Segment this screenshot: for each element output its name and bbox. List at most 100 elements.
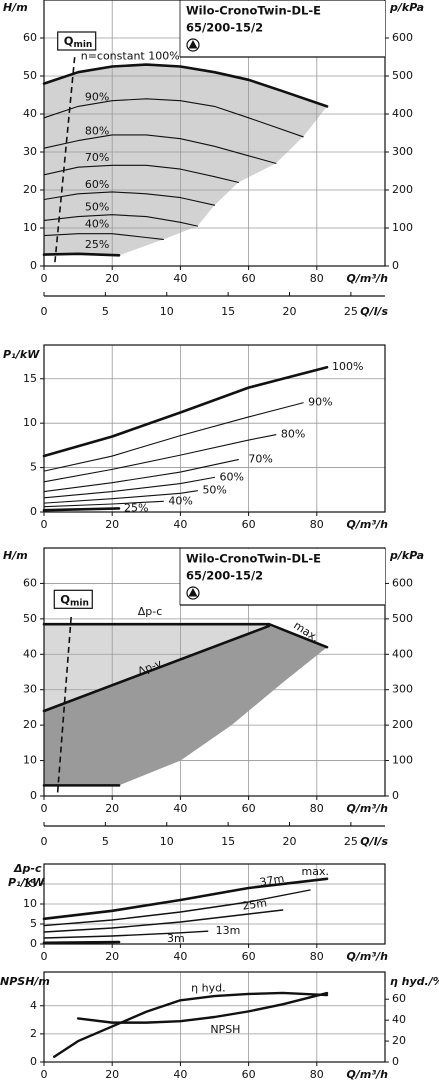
x-tick-label: 80 (310, 802, 324, 815)
y-tick-label: 0 (30, 789, 37, 802)
y2-tick-label: 600 (392, 31, 413, 44)
y-axis-label: H/m (3, 549, 28, 562)
curve (42, 877, 329, 921)
x-tick-label: 80 (310, 272, 324, 285)
curve-label: 25% (124, 501, 148, 514)
x-tick-label: 60 (242, 802, 256, 815)
y-tick-label: 50 (23, 69, 37, 82)
x2-tick-label: 5 (102, 305, 109, 318)
y-tick-label: 60 (23, 31, 37, 44)
curve (43, 233, 164, 240)
x-tick-label: 40 (173, 802, 187, 815)
curve-label: 80% (281, 428, 305, 441)
x2-axis-label: Q/l/s (360, 835, 388, 848)
y-tick-label: 15 (23, 372, 37, 385)
y2-tick-label: 200 (392, 718, 413, 731)
x-tick-label: 0 (41, 802, 48, 815)
plot-frame (43, 547, 386, 797)
y2-axis-label: η hyd./% (390, 975, 439, 988)
x-tick-label: 60 (242, 272, 256, 285)
x2-tick-label: 15 (221, 305, 235, 318)
x-tick-label: 80 (310, 1068, 324, 1080)
qmin-q: Q (60, 592, 70, 606)
y2-tick-label: 500 (392, 69, 413, 82)
x2-tick-label: 25 (344, 305, 358, 318)
x-tick-label: 60 (242, 1068, 256, 1080)
y2-tick-label: 300 (392, 145, 413, 158)
y2-tick-label: 40 (392, 1013, 406, 1026)
curve (76, 991, 329, 1024)
curve (43, 164, 239, 183)
y-tick-label: 5 (30, 461, 37, 474)
title: Wilo-CronoTwin-DL-E (186, 4, 321, 18)
qmin-line (54, 56, 76, 263)
plot-frame (43, 0, 386, 267)
curve (43, 434, 277, 483)
curve-label: 40% (168, 494, 192, 507)
y-axis-label: P₁/kW (3, 348, 40, 361)
x-tick-label: 20 (105, 1068, 119, 1080)
title-box (180, 549, 385, 605)
y-tick-label: 15 (23, 877, 37, 890)
curve (43, 889, 311, 927)
x-axis-label: Q/m³/h (347, 518, 389, 531)
qmin-q: Q (64, 34, 74, 48)
curve (267, 622, 329, 649)
y-tick-label: 60 (23, 576, 37, 589)
y2-tick-label: 100 (392, 754, 413, 767)
curve (42, 507, 121, 512)
y2-tick-label: 300 (392, 683, 413, 696)
y-tick-label: 5 (30, 917, 37, 930)
curve (42, 365, 329, 458)
plot-frame (43, 344, 386, 513)
x-tick-label: 0 (41, 272, 48, 285)
x-tick-label: 0 (41, 1068, 48, 1080)
y-tick-label: 10 (23, 416, 37, 429)
curve (43, 402, 304, 472)
y-tick-label: 50 (23, 612, 37, 625)
curve-label: 60% (85, 178, 109, 191)
y2-tick-label: 0 (392, 789, 399, 802)
curve-label: 13m (216, 924, 241, 937)
qmin-sub: min (70, 598, 89, 608)
x2-tick-label: 20 (283, 835, 297, 848)
y-tick-label: 40 (23, 107, 37, 120)
x2-tick-label: 15 (221, 835, 235, 848)
x-tick-label: 20 (105, 950, 119, 963)
x2-axis-label: Q/l/s (360, 305, 388, 318)
curve-label: 37m (259, 872, 286, 889)
curve (43, 98, 304, 138)
x-tick-label: 80 (310, 950, 324, 963)
rotation-symbol (186, 586, 200, 600)
y2-axis-label: p/kPa (389, 549, 424, 562)
y-tick-label: 0 (30, 937, 37, 950)
y2-tick-label: 60 (392, 992, 406, 1005)
curve-label: 25% (85, 238, 109, 251)
x2-tick-label: 0 (41, 835, 48, 848)
x-tick-label: 80 (310, 518, 324, 531)
subtitle: 65/200-15/2 (186, 21, 263, 35)
title: Wilo-CronoTwin-DL-E (186, 552, 321, 566)
qmin-label: Qmin (64, 34, 93, 50)
rotation-symbol (188, 40, 198, 49)
y-tick-label: 4 (30, 999, 37, 1012)
x2-tick-label: 10 (160, 305, 174, 318)
y-tick-label: 30 (23, 145, 37, 158)
y2-tick-label: 0 (392, 1055, 399, 1068)
curve-label: 90% (85, 90, 109, 103)
x-tick-label: 60 (242, 950, 256, 963)
curve (42, 624, 271, 713)
x-axis-label: Q/m³/h (347, 950, 389, 963)
curve (43, 490, 198, 504)
x-tick-label: 20 (105, 518, 119, 531)
curve-label: 3m (167, 932, 185, 945)
title-box (180, 1, 385, 57)
y-axis-label: H/m (3, 1, 28, 14)
y-tick-label: 10 (23, 897, 37, 910)
x-tick-label: 40 (173, 1068, 187, 1080)
y-tick-label: 20 (23, 718, 37, 731)
curve (42, 63, 329, 108)
curve (43, 191, 216, 206)
curve-label: 70% (85, 151, 109, 164)
curve-label: n=constant 100% (81, 50, 180, 63)
